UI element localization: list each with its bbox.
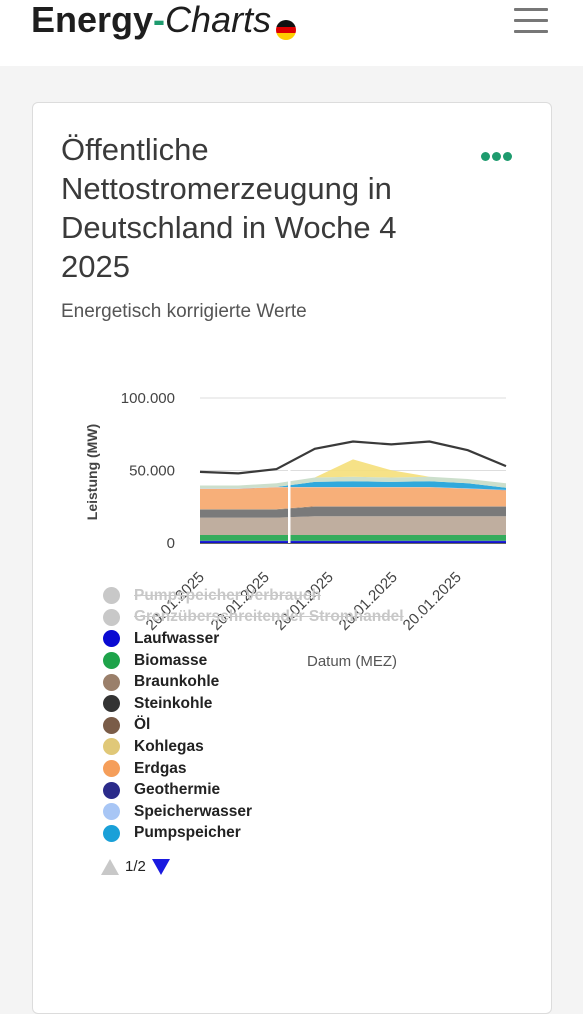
area-solar[interactable] <box>200 459 506 486</box>
legend-item[interactable]: Steinkohle <box>103 693 404 715</box>
y-axis-label: Leistung (MW) <box>84 424 100 520</box>
legend-page-indicator: 1/2 <box>125 858 146 875</box>
area-braunkohle[interactable] <box>200 516 506 535</box>
legend-item[interactable]: Speicherwasser <box>103 801 404 823</box>
legend-label: Geothermie <box>134 781 221 799</box>
legend-item[interactable]: Braunkohle <box>103 671 404 693</box>
legend-color-dot <box>103 652 120 670</box>
legend-color-dot <box>103 695 120 713</box>
legend-label: Biomasse <box>134 651 208 669</box>
legend-color-dot <box>103 716 120 734</box>
load-line[interactable] <box>199 440 507 475</box>
legend-item[interactable]: Pumpspeicher <box>103 823 404 845</box>
area-steinkohle[interactable] <box>200 506 506 518</box>
legend-color-dot <box>103 760 120 778</box>
legend-item[interactable]: Erdgas <box>103 758 404 780</box>
legend-color-dot <box>103 673 120 691</box>
legend-item[interactable]: Kohlegas <box>103 736 404 758</box>
top-bar: Energy-Charts <box>0 0 583 66</box>
legend-label: Kohlegas <box>134 737 204 755</box>
chart-load-line <box>199 440 507 475</box>
legend-color-dot <box>103 738 120 756</box>
legend-next-arrow-icon[interactable] <box>151 858 170 875</box>
legend-label: Speicherwasser <box>134 802 253 820</box>
hamburger-menu-icon[interactable] <box>514 8 548 34</box>
legend-prev-arrow-icon[interactable] <box>101 858 119 875</box>
brand-part-2: Charts <box>165 0 272 40</box>
more-options-icon[interactable] <box>481 148 521 162</box>
legend-label: Braunkohle <box>134 673 220 691</box>
legend-item[interactable]: Geothermie <box>103 779 404 801</box>
legend-item[interactable]: Grenzüberschreitender Stromhandel <box>103 607 404 629</box>
x-axis-label: Datum (MEZ) <box>307 653 397 670</box>
legend-color-dot <box>103 587 120 605</box>
y-tick-labels: 0 50.000 100.000 <box>121 390 175 552</box>
chart-subtitle: Energetisch korrigierte Werte <box>61 301 307 322</box>
area-wind-onshore[interactable] <box>200 476 506 489</box>
german-flag-icon <box>276 20 296 40</box>
brand-part-1: Energy <box>31 0 154 40</box>
area-pumpspeicher[interactable] <box>200 481 506 490</box>
legend-label: Erdgas <box>134 759 187 777</box>
y-tick-label: 50.000 <box>129 463 175 480</box>
legend-label: Pumpspeicher <box>134 824 241 842</box>
legend-item[interactable]: Biomasse <box>103 650 404 672</box>
y-tick-label: 100.000 <box>121 390 175 407</box>
legend-color-dot <box>103 608 120 626</box>
area-erdgas[interactable] <box>200 487 506 510</box>
area-öl[interactable] <box>200 506 506 510</box>
legend-label: Pumpspeicher Verbrauch <box>134 586 321 604</box>
legend-label: Öl <box>134 716 151 734</box>
legend-color-dot <box>103 630 120 648</box>
area-laufwasser[interactable] <box>200 540 506 543</box>
legend-label: Laufwasser <box>134 629 220 647</box>
chart-areas <box>200 459 506 543</box>
legend-color-dot <box>103 803 120 821</box>
legend-label: Steinkohle <box>134 694 213 712</box>
legend-color-dot <box>103 781 120 799</box>
chart-title: Öffentliche Nettostromerzeugung in Deuts… <box>61 132 397 284</box>
y-tick-label: 0 <box>167 535 175 552</box>
legend-item[interactable]: Öl <box>103 715 404 737</box>
legend-label: Grenzüberschreitender Stromhandel <box>134 608 404 626</box>
x-tick-label: 20.01.2025 <box>400 569 465 634</box>
legend-pager: 1/2 <box>101 858 170 875</box>
area-biomasse[interactable] <box>200 535 506 541</box>
brand-dash: - <box>153 0 166 40</box>
legend-item[interactable]: Laufwasser <box>103 628 404 650</box>
legend-item[interactable]: Pumpspeicher Verbrauch <box>103 585 404 607</box>
chart-legend: Pumpspeicher Verbrauch Grenzüberschreiten… <box>103 585 404 844</box>
brand-logo[interactable]: Energy-Charts <box>31 0 271 40</box>
legend-color-dot <box>103 824 120 842</box>
